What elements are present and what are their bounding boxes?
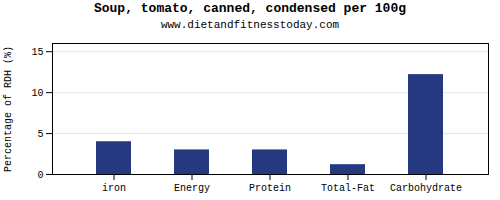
svg-text:Energy: Energy: [174, 183, 210, 194]
svg-text:Percentage of RDH (%): Percentage of RDH (%): [3, 46, 14, 172]
html-text:www.dietandfitnesstoday.com: www.dietandfitnesstoday.com: [160, 19, 340, 31]
html-text:Soup, tomato, canned, condense: Soup, tomato, canned, condensed per 100g: [94, 1, 406, 16]
svg-text:0: 0: [37, 170, 43, 181]
svg-text:Total-Fat: Total-Fat: [321, 183, 375, 194]
svg-text:Carbohydrate: Carbohydrate: [390, 183, 462, 194]
svg-text:15: 15: [31, 47, 43, 58]
svg-text:Protein: Protein: [249, 183, 291, 194]
svg-text:5: 5: [37, 129, 43, 140]
svg-text:10: 10: [31, 88, 43, 99]
svg-text:iron: iron: [102, 183, 126, 194]
